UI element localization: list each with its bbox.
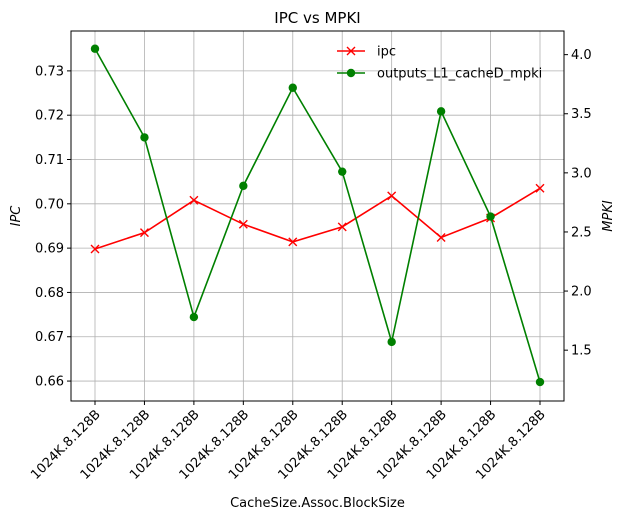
y2-tick-label: 1.5 — [571, 344, 592, 359]
grid — [71, 31, 564, 401]
data-point — [387, 337, 396, 347]
plot-frame — [70, 30, 565, 402]
legend-item: ipc — [337, 45, 396, 60]
y-tick-label: 0.71 — [35, 153, 64, 168]
y-tick-label: 0.73 — [35, 64, 64, 79]
series-line — [94, 48, 541, 383]
y-tick-label: 0.69 — [35, 242, 64, 257]
data-point — [189, 195, 199, 205]
series-ipc — [90, 183, 545, 254]
y-tick-label: 0.72 — [35, 109, 64, 124]
y2-tick-label: 4.0 — [571, 48, 592, 63]
y-tick-label: 0.68 — [35, 286, 64, 301]
chart-title: IPC vs MPKI — [274, 9, 360, 27]
series-outputs_L1_cacheD_mpki — [90, 44, 545, 387]
y2-tick-label: 2.0 — [571, 285, 592, 300]
legend-label: ipc — [377, 45, 396, 60]
data-point — [486, 212, 495, 221]
data-point — [90, 244, 100, 254]
legend-item: outputs_L1_cacheD_mpki — [337, 67, 542, 82]
y2-tick-label: 3.5 — [571, 107, 592, 122]
data-point — [239, 181, 248, 191]
data-point — [90, 44, 100, 53]
data-point — [288, 83, 297, 92]
series-line — [94, 187, 541, 250]
y2-tick-label: 2.5 — [571, 225, 592, 240]
data-point — [288, 237, 298, 247]
legend-swatch-marker — [346, 46, 356, 56]
data-point — [189, 312, 199, 322]
y2-axis-label: MPKI — [601, 200, 616, 232]
y-tick-label: 0.70 — [35, 197, 64, 212]
series-layer — [90, 44, 545, 387]
y-tick-label: 0.67 — [35, 330, 64, 345]
legend-label: outputs_L1_cacheD_mpki — [377, 67, 542, 82]
data-point — [535, 377, 545, 387]
y2-tick-label: 3.0 — [571, 166, 592, 181]
legend: ipc outputs_L1_cacheD_mpki — [337, 45, 542, 82]
data-point — [337, 222, 347, 232]
data-point — [338, 167, 347, 176]
y-axis-right: 1.5 2.0 2.5 3.0 3.5 4.0 — [564, 48, 592, 359]
data-point — [535, 183, 545, 193]
legend-swatch-marker — [346, 68, 356, 78]
data-point — [436, 232, 446, 242]
data-point — [238, 219, 248, 229]
data-point — [139, 228, 149, 238]
y-tick-label: 0.66 — [35, 375, 64, 390]
y-axis-label: IPC — [9, 205, 24, 227]
data-point — [436, 107, 446, 116]
data-point — [387, 191, 397, 201]
y-axis-left: 0.66 0.67 0.68 0.69 0.70 0.71 0.72 0.73 — [35, 64, 71, 390]
data-point — [140, 133, 149, 142]
x-axis-label: CacheSize.Assoc.BlockSize — [230, 496, 405, 511]
